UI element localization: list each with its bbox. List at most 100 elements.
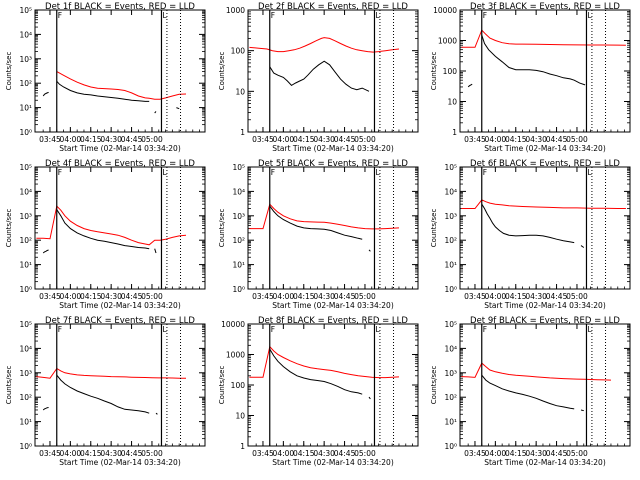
x-tick-label: 03:45: [252, 449, 274, 458]
x-tick-label: 04:45: [546, 135, 568, 144]
panel-title: Det 2f BLACK = Events, RED = LLD: [258, 2, 408, 12]
series-lld-line: [36, 367, 186, 379]
marker-label: L: [162, 168, 167, 177]
x-tick-label: 04:45: [546, 449, 568, 458]
y-axis-label: Counts/sec: [430, 209, 438, 248]
x-tick-label: 04:15: [505, 449, 527, 458]
x-tick-label: 04:30: [525, 135, 547, 144]
marker-label: F: [483, 11, 487, 20]
plot-frame: [247, 166, 419, 290]
y-tick-label: 10³: [19, 212, 32, 221]
x-tick-label: 04:15: [80, 135, 102, 144]
marker-label: F: [58, 325, 62, 334]
y-tick-label: 10²: [19, 236, 32, 245]
series-lld-line: [249, 37, 400, 53]
series-events-line: [154, 248, 157, 254]
y-tick-label: 1: [240, 442, 245, 451]
marker-label: F: [271, 11, 275, 20]
plot-frame: [34, 323, 206, 447]
y-tick-label: 1000: [226, 351, 245, 360]
x-tick-label: 03:45: [464, 292, 486, 301]
series-events-line: [154, 111, 157, 114]
x-tick-label: 04:15: [293, 292, 315, 301]
y-tick-label: 1: [240, 128, 245, 137]
x-tick-label: 03:45: [464, 449, 486, 458]
x-tick-label: 04:15: [293, 135, 315, 144]
y-axis-label: Counts/sec: [218, 209, 226, 248]
series-lld-line: [461, 362, 612, 381]
x-tick-label: 04:00: [60, 449, 82, 458]
detector-panel-3: Det 3f BLACK = Events, RED = LLD 1 10 100 10…: [430, 2, 631, 153]
y-tick-label: 10⁵: [232, 163, 245, 172]
x-tick-label: 04:15: [505, 135, 527, 144]
x-tick-label: 05:00: [141, 292, 163, 301]
series-events-line: [467, 83, 473, 88]
x-tick-label: 05:00: [354, 135, 376, 144]
series-events-line: [368, 249, 371, 252]
y-tick-label: 10⁴: [19, 187, 32, 196]
y-tick-label: 10⁰: [19, 442, 32, 451]
plot-frame: [34, 9, 206, 133]
y-tick-label: 10: [447, 98, 457, 107]
y-tick-label: 10000: [221, 320, 245, 329]
y-axis-label: Counts/sec: [218, 366, 226, 405]
marker-label: L: [375, 325, 380, 334]
x-tick-label: 04:30: [525, 449, 547, 458]
x-axis-label: Start Time (02-Mar-14 03:34:20): [484, 144, 606, 153]
x-tick-label: 04:00: [485, 135, 507, 144]
series-events-line: [269, 348, 363, 395]
y-tick-label: 10¹: [444, 418, 457, 427]
detector-panel-9: Det 9f BLACK = Events, RED = LLD 10⁰ 10¹ 10…: [430, 316, 631, 467]
x-tick-label: 05:00: [141, 449, 163, 458]
marker-label: L: [587, 168, 592, 177]
x-tick-label: 05:00: [354, 292, 376, 301]
x-axis-label: Start Time (02-Mar-14 03:34:20): [59, 458, 181, 467]
series-lld-line: [56, 71, 187, 100]
y-tick-label: 10⁵: [19, 6, 32, 15]
panel-title: Det 4f BLACK = Events, RED = LLD: [45, 159, 195, 169]
y-tick-label: 10: [235, 412, 245, 421]
y-tick-label: 10¹: [232, 261, 245, 270]
y-tick-label: 10⁰: [444, 442, 457, 451]
y-tick-label: 10⁴: [444, 344, 457, 353]
series-events-line: [176, 107, 180, 110]
marker-label: L: [375, 11, 380, 20]
y-tick-label: 10³: [19, 369, 32, 378]
panel-title: Det 1f BLACK = Events, RED = LLD: [45, 2, 195, 12]
y-tick-label: 1000: [226, 6, 245, 15]
series-events-line: [580, 245, 585, 248]
marker-label: L: [162, 325, 167, 334]
series-events-line: [155, 412, 158, 415]
x-tick-label: 04:00: [60, 135, 82, 144]
y-axis-label: Counts/sec: [218, 52, 226, 91]
plot-frame: [34, 166, 206, 290]
x-tick-label: 04:15: [80, 292, 102, 301]
x-tick-label: 05:00: [141, 135, 163, 144]
marker-label: F: [58, 168, 62, 177]
x-tick-label: 04:00: [60, 292, 82, 301]
detector-panel-5: Det 5f BLACK = Events, RED = LLD 10⁰ 10¹ 10…: [218, 159, 419, 310]
x-tick-label: 04:45: [334, 135, 356, 144]
series-events-line: [56, 80, 150, 102]
x-tick-label: 04:00: [273, 292, 295, 301]
y-tick-label: 10³: [444, 369, 457, 378]
x-tick-label: 04:30: [100, 135, 122, 144]
detector-panel-2: Det 2f BLACK = Events, RED = LLD 1 10 100 10…: [218, 2, 419, 153]
series-lld-line: [249, 345, 400, 379]
series-events-line: [481, 34, 586, 86]
panel-title: Det 8f BLACK = Events, RED = LLD: [258, 316, 408, 326]
x-tick-label: 03:45: [39, 292, 61, 301]
x-tick-label: 05:00: [566, 292, 588, 301]
series-lld-line: [249, 203, 400, 230]
series-lld-line: [36, 205, 187, 246]
y-tick-label: 10¹: [444, 261, 457, 270]
plot-frame: [459, 9, 631, 133]
series-events-line: [56, 374, 150, 414]
x-tick-label: 03:45: [464, 135, 486, 144]
y-tick-label: 10⁴: [19, 30, 32, 39]
y-tick-label: 100: [231, 381, 246, 390]
panel-title: Det 7f BLACK = Events, RED = LLD: [45, 316, 195, 326]
series-events-line: [269, 205, 363, 240]
y-tick-label: 10⁰: [19, 285, 32, 294]
